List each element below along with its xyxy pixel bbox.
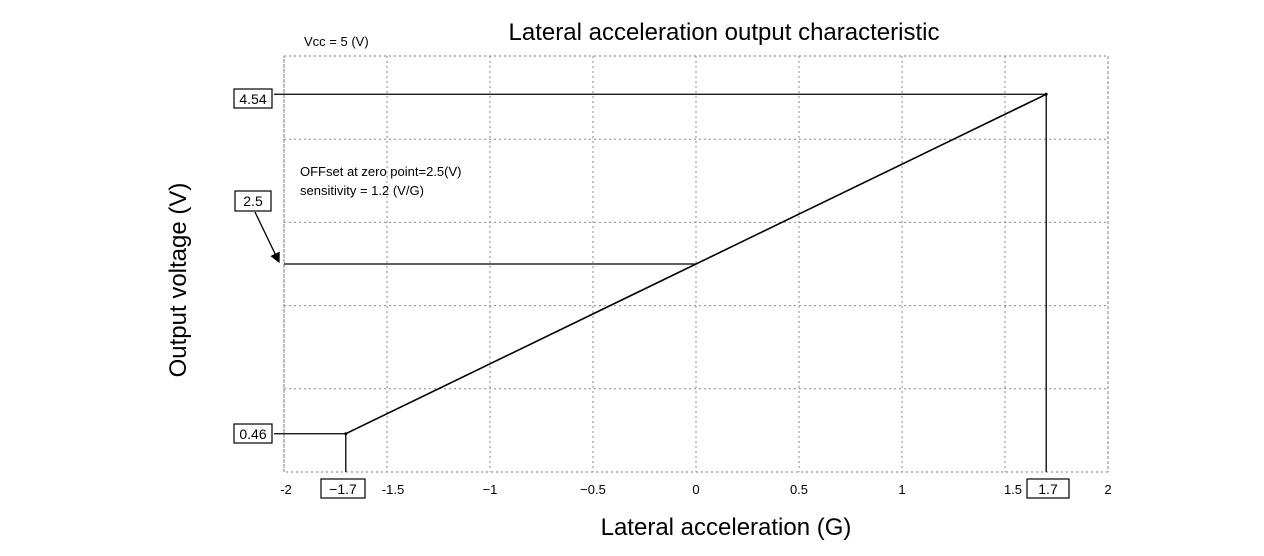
x-tick-labels: -2 -1.5 −1 −0.5 0 0.5 1 1.5 2: [280, 482, 1111, 497]
x-tick-label: −0.5: [580, 482, 606, 497]
series-point: [344, 432, 348, 436]
sensitivity-annotation: sensitivity = 1.2 (V/G): [300, 183, 424, 198]
vcc-annotation: Vcc = 5 (V): [304, 34, 369, 49]
x-tick-label: 1: [898, 482, 905, 497]
x-high-box: 1.7: [1026, 478, 1070, 499]
offset-annotation: OFFset at zero point=2.5(V): [300, 164, 461, 179]
series-group: [344, 92, 1048, 436]
guide-lines: [274, 93, 1047, 472]
grid: [283, 55, 1109, 473]
y-axis-label: Output voltage (V): [165, 183, 192, 378]
y-high-label: 4.54: [239, 91, 266, 107]
x-tick-label: -2: [280, 482, 292, 497]
chart-title: Lateral acceleration output characterist…: [509, 19, 940, 46]
x-low-label: −1.7: [329, 481, 357, 497]
x-low-box: −1.7: [320, 478, 366, 499]
y-high-box: 4.54: [233, 88, 273, 109]
x-tick-label: 1.5: [1004, 482, 1022, 497]
x-tick-label: −1: [483, 482, 498, 497]
y-low-box: 0.46: [233, 423, 273, 444]
x-tick-label: 2: [1104, 482, 1111, 497]
y-mid-box: 2.5: [234, 190, 272, 212]
y-mid-label: 2.5: [243, 193, 263, 209]
offset-arrow: [254, 211, 280, 264]
x-tick-label: -1.5: [382, 482, 404, 497]
x-tick-label: 0: [692, 482, 699, 497]
series-point: [1044, 92, 1048, 96]
y-low-label: 0.46: [239, 426, 266, 442]
x-high-label: 1.7: [1038, 481, 1058, 497]
series-line: [345, 93, 1047, 435]
x-axis-label: Lateral acceleration (G): [601, 514, 852, 541]
x-tick-label: 0.5: [790, 482, 808, 497]
